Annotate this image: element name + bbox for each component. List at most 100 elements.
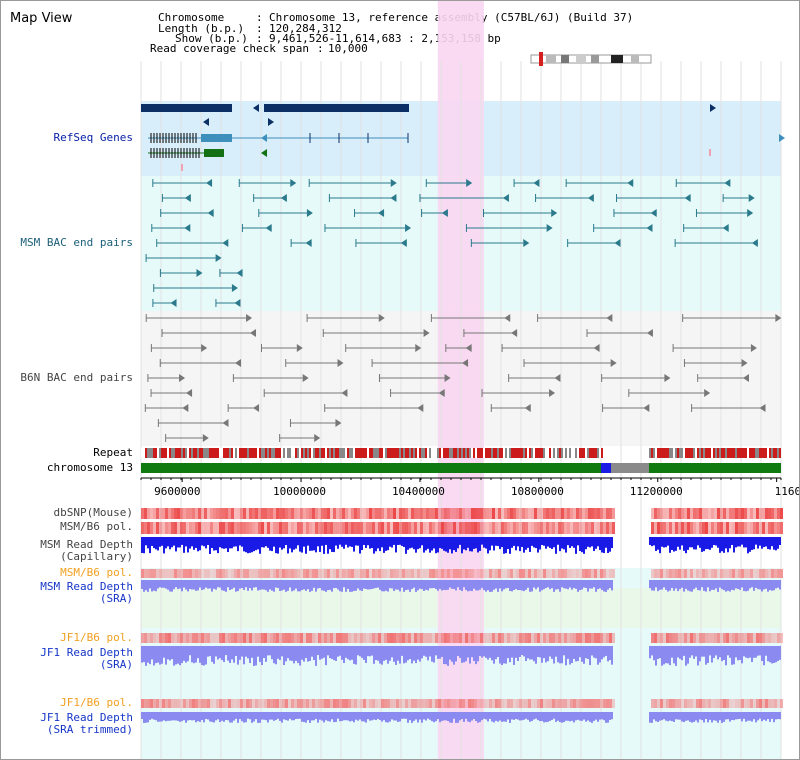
jf1-depth-sra-bar xyxy=(277,646,279,659)
jf1-depth-sra-bar xyxy=(481,646,483,658)
msm-b6-pol-heat-cell xyxy=(480,522,483,534)
repeat-segment xyxy=(729,448,731,458)
msm-depth-sra-bar xyxy=(431,580,433,589)
repeat-segment xyxy=(399,448,401,458)
msm-b6-pol-sra-heat-cell xyxy=(429,569,432,578)
msm-depth-capillary-bar xyxy=(421,537,423,546)
dbsnp-heat-cell xyxy=(261,508,264,519)
track-label-msm-depth-capillary[interactable]: MSM Read Depth xyxy=(40,538,133,551)
msm-depth-sra-bar xyxy=(767,580,769,592)
msm-b6-pol-heat-cell xyxy=(228,522,231,534)
msm-b6-pol-sra-heat-cell xyxy=(231,569,234,578)
dbsnp-heat-cell xyxy=(213,508,216,519)
jf1-depth-sra-bar xyxy=(335,646,337,661)
msm-depth-sra-bar xyxy=(579,580,581,591)
track-label-jf1-b6-pol[interactable]: JF1/B6 pol. xyxy=(60,631,133,644)
jf1-b6-pol-2-heat-cell xyxy=(258,699,261,708)
jf1-depth-sra-bar xyxy=(437,646,439,659)
msm-b6-pol-sra-heat-cell xyxy=(681,569,684,578)
dbsnp-heat-cell xyxy=(411,508,414,519)
track-label-msm-bac[interactable]: MSM BAC end pairs xyxy=(20,236,133,249)
dbsnp-heat-cell xyxy=(288,508,291,519)
msm-depth-capillary-bar xyxy=(399,537,401,545)
jf1-depth-sra-bar xyxy=(237,646,239,665)
msm-b6-pol-heat-cell xyxy=(585,522,588,534)
jf1-b6-pol-heat-cell xyxy=(771,633,774,643)
msm-depth-capillary-bar xyxy=(151,537,153,546)
msm-depth-sra-bar xyxy=(521,580,523,591)
jf1-depth-sra-bar xyxy=(533,646,535,662)
msm-depth-sra-bar xyxy=(231,580,233,590)
msm-b6-pol-sra-heat-cell xyxy=(471,569,474,578)
repeat-segment xyxy=(493,448,495,458)
msm-b6-pol-sra-heat-cell xyxy=(198,569,201,578)
dbsnp-heat-cell xyxy=(273,508,276,519)
transcript-marker xyxy=(181,164,183,171)
msm-b6-pol-sra-heat-cell xyxy=(174,569,177,578)
jf1-b6-pol-heat-cell xyxy=(171,633,174,643)
msm-depth-capillary-bar xyxy=(309,537,311,551)
jf1-depth-sra-bar xyxy=(217,646,219,660)
jf1-depth-trimmed-bar xyxy=(207,712,209,720)
track-label-dbsnp[interactable]: dbSNP(Mouse) xyxy=(53,506,133,519)
track-label-msm-depth-sra[interactable]: MSM Read Depth xyxy=(40,580,133,593)
msm-depth-sra-bar xyxy=(673,580,675,591)
msm-b6-pol-heat-cell xyxy=(144,522,147,534)
track-label-refseq-genes[interactable]: RefSeq Genes xyxy=(53,131,133,144)
jf1-b6-pol-2-heat-cell xyxy=(579,699,582,708)
jf1-b6-pol-heat-cell xyxy=(534,633,537,643)
jf1-depth-trimmed-bar xyxy=(479,712,481,723)
jf1-depth-trimmed-bar xyxy=(261,712,263,720)
jf1-b6-pol-heat-cell xyxy=(408,633,411,643)
repeat-segment xyxy=(549,448,551,458)
msm-b6-pol-sra-heat-cell xyxy=(183,569,186,578)
dbsnp-heat-cell xyxy=(744,508,747,519)
jf1-depth-trimmed-bar xyxy=(355,712,357,720)
msm-depth-sra-bar xyxy=(299,580,301,592)
msm-b6-pol-heat-cell xyxy=(768,522,771,534)
track-label-jf1-depth-trimmed[interactable]: JF1 Read Depth xyxy=(40,711,133,724)
jf1-depth-sra-bar xyxy=(605,646,607,656)
repeat-segment xyxy=(299,448,301,458)
track-label-jf1-depth-sra[interactable]: JF1 Read Depth xyxy=(40,646,133,659)
jf1-b6-pol-heat-cell xyxy=(216,633,219,643)
msm-b6-pol-sra-heat-cell xyxy=(465,569,468,578)
msm-depth-capillary-bar xyxy=(377,537,379,549)
jf1-depth-sra-bar xyxy=(483,646,485,657)
msm-b6-pol-heat-cell xyxy=(420,522,423,534)
dbsnp-heat-cell xyxy=(606,508,609,519)
jf1-b6-pol-heat-cell xyxy=(261,633,264,643)
msm-b6-pol-heat-cell xyxy=(753,522,756,534)
msm-depth-sra-bar xyxy=(481,580,483,588)
track-label-msm-b6-pol-2[interactable]: MSM/B6 pol. xyxy=(60,566,133,579)
msm-depth-capillary-bar xyxy=(573,537,575,548)
jf1-b6-pol-heat-cell xyxy=(234,633,237,643)
track-label-jf1-b6-pol-2[interactable]: JF1/B6 pol. xyxy=(60,696,133,709)
msm-b6-pol-sra-heat-cell xyxy=(672,569,675,578)
repeat-segment xyxy=(337,448,339,458)
jf1-b6-pol-2-heat-cell xyxy=(402,699,405,708)
msm-b6-pol-sra-heat-cell xyxy=(180,569,183,578)
msm-b6-pol-heat-cell xyxy=(681,522,684,534)
jf1-depth-trimmed-bar xyxy=(541,712,543,721)
repeat-segment xyxy=(331,448,333,458)
jf1-b6-pol-heat-cell xyxy=(525,633,528,643)
msm-b6-pol-sra-heat-cell xyxy=(210,569,213,578)
msm-depth-sra-bar xyxy=(535,580,537,590)
axis-tick-label: 1160 xyxy=(774,485,800,498)
jf1-b6-pol-2-heat-cell xyxy=(294,699,297,708)
jf1-depth-trimmed-bar xyxy=(459,712,461,721)
track-label-b6n-bac[interactable]: B6N BAC end pairs xyxy=(20,371,133,384)
jf1-depth-sra-bar xyxy=(455,646,457,662)
jf1-depth-trimmed-bar xyxy=(419,712,421,720)
track-label-msm-b6-pol[interactable]: MSM/B6 pol. xyxy=(60,520,133,533)
repeat-segment xyxy=(383,448,385,458)
show-sep: : xyxy=(256,32,263,45)
dbsnp-heat-cell xyxy=(429,508,432,519)
jf1-depth-sra-bar xyxy=(375,646,377,661)
jf1-depth-sra-bar xyxy=(425,646,427,657)
msm-depth-sra-bar xyxy=(607,580,609,590)
msm-b6-pol-sra-heat-cell xyxy=(369,569,372,578)
jf1-depth-sra-bar xyxy=(429,646,431,657)
